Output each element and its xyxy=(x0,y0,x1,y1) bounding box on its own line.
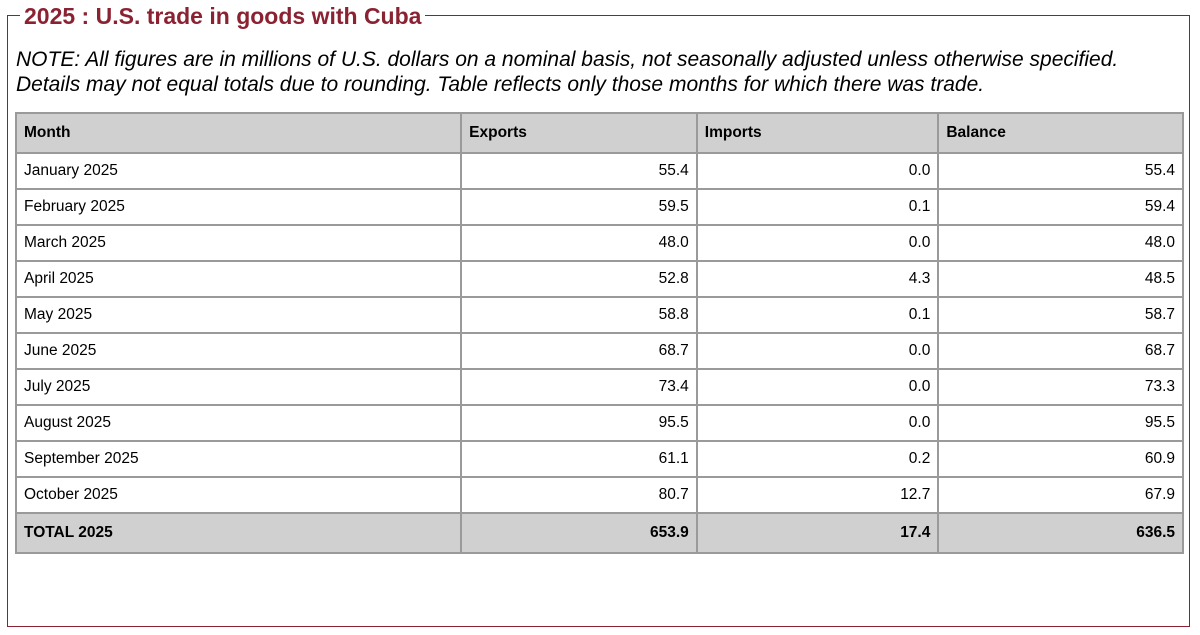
cell-imports: 0.0 xyxy=(695,152,940,190)
table-header-row: Month Exports Imports Balance xyxy=(14,112,1184,154)
table-row: August 2025 95.5 0.0 95.5 xyxy=(14,404,1184,442)
table-row: May 2025 58.8 0.1 58.7 xyxy=(14,296,1184,334)
cell-balance: 48.0 xyxy=(937,224,1184,262)
table-row: September 2025 61.1 0.2 60.9 xyxy=(14,440,1184,478)
cell-balance: 59.4 xyxy=(937,188,1184,226)
cell-exports: 61.1 xyxy=(460,440,698,478)
cell-month: April 2025 xyxy=(14,260,463,298)
column-header-exports: Exports xyxy=(460,112,698,154)
column-header-balance: Balance xyxy=(937,112,1184,154)
cell-imports: 0.1 xyxy=(695,296,940,334)
table-row: October 2025 80.7 12.7 67.9 xyxy=(14,476,1184,514)
cell-exports: 68.7 xyxy=(460,332,698,370)
cell-exports: 48.0 xyxy=(460,224,698,262)
cell-month: June 2025 xyxy=(14,332,463,370)
cell-month: January 2025 xyxy=(14,152,463,190)
cell-month: July 2025 xyxy=(14,368,463,406)
cell-imports: 0.1 xyxy=(695,188,940,226)
cell-imports: 0.0 xyxy=(695,404,940,442)
cell-month: May 2025 xyxy=(14,296,463,334)
trade-panel xyxy=(7,15,1190,627)
cell-balance: 73.3 xyxy=(937,368,1184,406)
column-header-imports: Imports xyxy=(695,112,940,154)
cell-imports: 4.3 xyxy=(695,260,940,298)
cell-month: August 2025 xyxy=(14,404,463,442)
table-row: February 2025 59.5 0.1 59.4 xyxy=(14,188,1184,226)
total-exports: 653.9 xyxy=(460,512,698,554)
cell-exports: 59.5 xyxy=(460,188,698,226)
cell-imports: 0.0 xyxy=(695,224,940,262)
table-row: April 2025 52.8 4.3 48.5 xyxy=(14,260,1184,298)
cell-imports: 0.2 xyxy=(695,440,940,478)
table-row: July 2025 73.4 0.0 73.3 xyxy=(14,368,1184,406)
trade-table: Month Exports Imports Balance January 20… xyxy=(14,112,1184,554)
panel-title: 2025 : U.S. trade in goods with Cuba xyxy=(20,2,426,30)
total-balance: 636.5 xyxy=(937,512,1184,554)
cell-month: February 2025 xyxy=(14,188,463,226)
table-row: June 2025 68.7 0.0 68.7 xyxy=(14,332,1184,370)
total-label: TOTAL 2025 xyxy=(14,512,463,554)
cell-month: September 2025 xyxy=(14,440,463,478)
total-row: TOTAL 2025 653.9 17.4 636.5 xyxy=(14,512,1184,554)
total-imports: 17.4 xyxy=(695,512,940,554)
cell-month: March 2025 xyxy=(14,224,463,262)
cell-balance: 60.9 xyxy=(937,440,1184,478)
column-header-month: Month xyxy=(14,112,463,154)
cell-exports: 80.7 xyxy=(460,476,698,514)
table-row: January 2025 55.4 0.0 55.4 xyxy=(14,152,1184,190)
cell-month: October 2025 xyxy=(14,476,463,514)
cell-exports: 58.8 xyxy=(460,296,698,334)
cell-balance: 55.4 xyxy=(937,152,1184,190)
cell-exports: 52.8 xyxy=(460,260,698,298)
cell-balance: 67.9 xyxy=(937,476,1184,514)
cell-exports: 55.4 xyxy=(460,152,698,190)
cell-balance: 95.5 xyxy=(937,404,1184,442)
cell-balance: 48.5 xyxy=(937,260,1184,298)
cell-imports: 12.7 xyxy=(695,476,940,514)
cell-imports: 0.0 xyxy=(695,332,940,370)
cell-imports: 0.0 xyxy=(695,368,940,406)
cell-exports: 73.4 xyxy=(460,368,698,406)
cell-balance: 58.7 xyxy=(937,296,1184,334)
table-row: March 2025 48.0 0.0 48.0 xyxy=(14,224,1184,262)
note-text: NOTE: All figures are in millions of U.S… xyxy=(16,48,1119,96)
cell-balance: 68.7 xyxy=(937,332,1184,370)
cell-exports: 95.5 xyxy=(460,404,698,442)
